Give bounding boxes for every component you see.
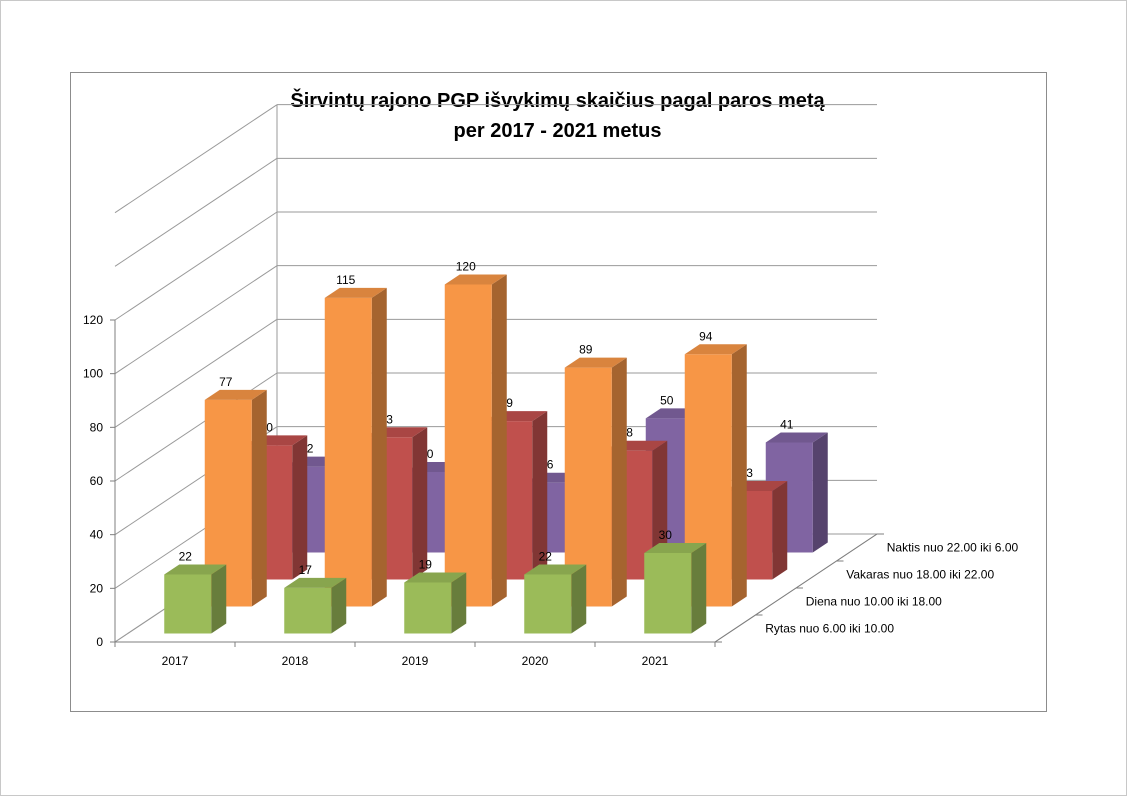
bar	[564, 357, 627, 607]
bar-top	[444, 274, 507, 285]
bar-top	[204, 389, 267, 400]
chart-title-line-2: per 2017 - 2021 metus	[453, 120, 662, 142]
bar-front	[284, 587, 332, 634]
bar	[644, 543, 707, 634]
depth-axis-label: Rytas nuo 6.00 iki 10.00	[765, 622, 894, 636]
chart-title-line-1: Širvintų rajono PGP išvykimų skaičius pa…	[290, 90, 825, 112]
bar-front	[444, 284, 492, 607]
gridline-side	[114, 318, 278, 428]
gridline-side	[114, 265, 278, 375]
bar-top	[284, 577, 347, 588]
data-label: 89	[579, 343, 593, 357]
bar-side	[371, 287, 387, 607]
bar-top	[765, 432, 828, 443]
bar-front	[644, 553, 692, 634]
bar-side	[412, 427, 428, 580]
gridline-side	[114, 104, 278, 214]
depth-axis-label: Naktis nuo 22.00 iki 6.00	[887, 541, 1019, 555]
bar	[164, 564, 227, 634]
gridline-side	[114, 157, 278, 267]
bar-side	[211, 564, 227, 634]
bar-side	[812, 432, 828, 553]
bar	[204, 389, 267, 607]
bar-side	[491, 274, 507, 607]
data-label: 17	[299, 563, 313, 577]
data-label: 94	[699, 329, 713, 343]
x-tick-label: 2019	[402, 654, 429, 668]
bar-top	[164, 564, 227, 575]
bar-top	[404, 572, 467, 583]
data-label: 115	[336, 273, 355, 287]
bar-top	[524, 564, 587, 575]
depth-axis-label: Vakaras nuo 18.00 iki 22.00	[846, 568, 994, 582]
y-tick-label: 0	[96, 635, 103, 649]
bar-side	[691, 543, 707, 634]
data-label: 120	[456, 260, 476, 274]
bar-top	[684, 344, 747, 355]
bar-front	[404, 582, 452, 634]
bar-side	[292, 435, 308, 580]
data-label: 30	[659, 528, 673, 542]
y-tick-label: 20	[90, 581, 104, 595]
bar	[404, 572, 467, 634]
y-tick-label: 100	[83, 367, 103, 381]
x-tick-label: 2021	[642, 654, 669, 668]
data-label: 50	[660, 393, 674, 407]
bar-side	[772, 480, 788, 580]
bar	[324, 287, 387, 607]
x-tick-label: 2018	[282, 654, 309, 668]
y-tick-label: 120	[83, 313, 103, 327]
depth-axis-label: Diena nuo 10.00 iki 18.00	[806, 595, 942, 609]
chart-title: Širvintų rajono PGP išvykimų skaičius pa…	[70, 86, 1045, 146]
data-label: 77	[219, 375, 233, 389]
bar-front	[324, 297, 372, 607]
data-label: 22	[539, 549, 553, 563]
bar	[524, 564, 587, 634]
bar-side	[571, 564, 587, 634]
x-tick-label: 2017	[162, 654, 189, 668]
bar-front	[204, 399, 252, 607]
bar-front	[524, 574, 572, 634]
bar	[284, 577, 347, 634]
bar-side	[532, 411, 548, 580]
bar-side	[731, 344, 747, 607]
bar-top	[564, 357, 627, 368]
bar-top	[324, 287, 387, 298]
bar-side	[251, 389, 267, 607]
y-tick-label: 60	[90, 474, 104, 488]
bar-front	[164, 574, 212, 634]
data-label: 19	[419, 558, 433, 572]
data-label: 22	[179, 549, 193, 563]
y-tick-label: 40	[90, 528, 104, 542]
x-tick-label: 2020	[522, 654, 549, 668]
bar-side	[451, 572, 467, 634]
bar-side	[611, 357, 627, 607]
bar-side	[331, 577, 347, 634]
y-tick-label: 80	[90, 420, 104, 434]
bar-front	[564, 367, 612, 607]
gridline-side	[114, 211, 278, 321]
bar	[444, 274, 507, 607]
bar-top	[644, 543, 707, 553]
data-label: 41	[780, 417, 794, 431]
